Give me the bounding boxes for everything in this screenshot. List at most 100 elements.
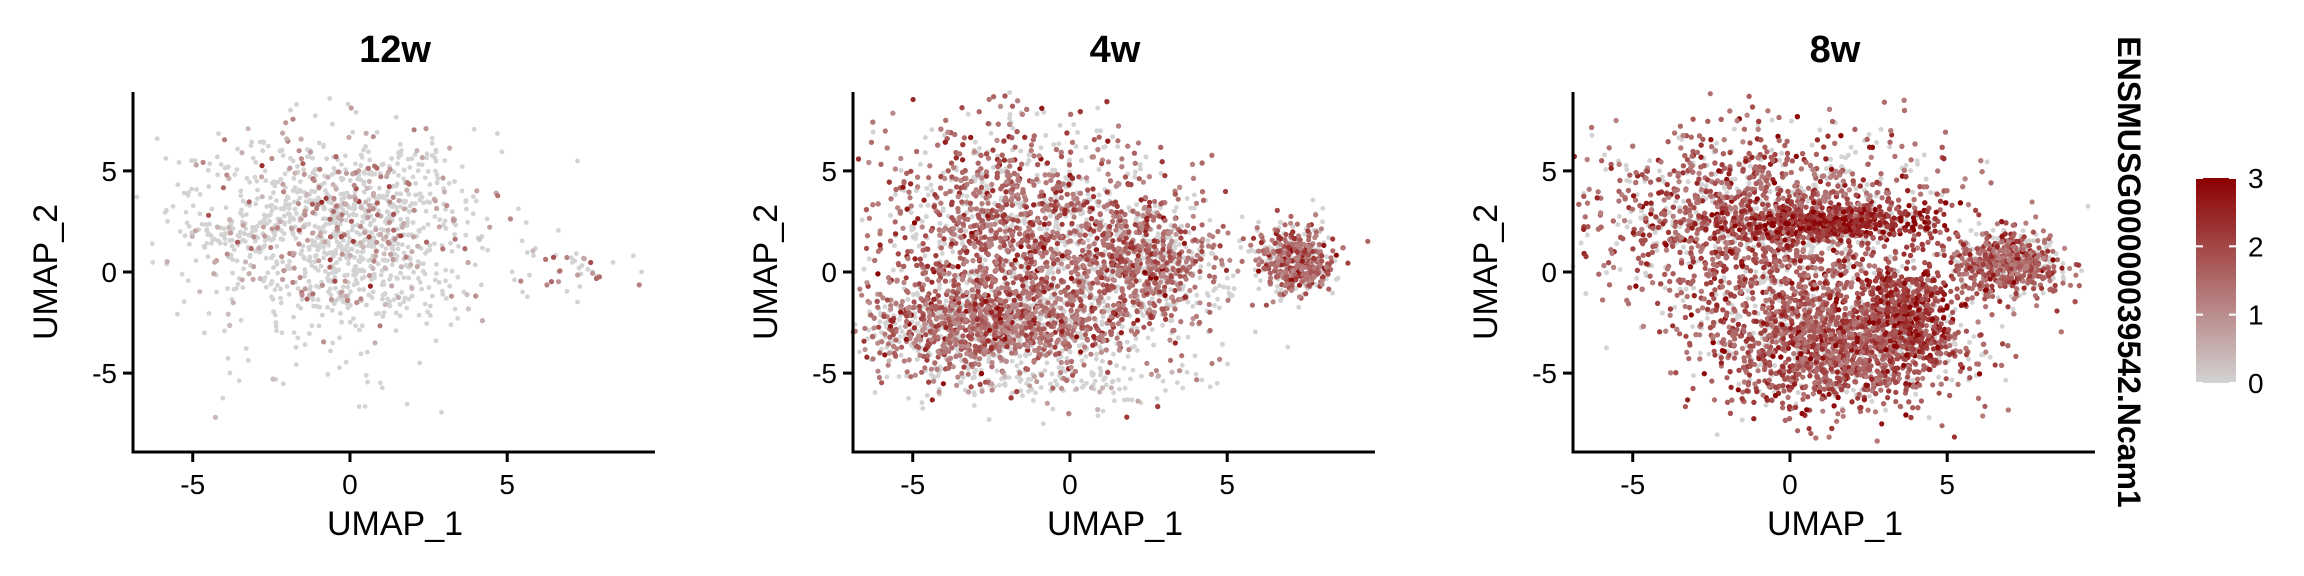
data-point (1042, 368, 1048, 374)
data-point (260, 148, 266, 154)
data-point (266, 236, 272, 242)
data-point (350, 171, 356, 177)
data-point (419, 162, 425, 168)
scatter-points (850, 90, 1371, 427)
data-point (351, 201, 357, 207)
data-point (200, 159, 206, 165)
data-point (259, 194, 265, 200)
data-point (248, 245, 254, 252)
data-point (374, 200, 380, 206)
data-point (353, 196, 359, 203)
data-point (1115, 138, 1121, 144)
data-point (370, 134, 376, 140)
data-point (291, 314, 296, 320)
data-point (985, 121, 991, 127)
data-point (280, 130, 286, 136)
data-point (1114, 232, 1120, 238)
data-point (372, 275, 377, 281)
data-point (345, 261, 351, 266)
data-point (175, 311, 180, 317)
data-point (422, 175, 428, 181)
data-point (351, 206, 357, 212)
data-point (338, 175, 344, 181)
data-point (1275, 284, 1280, 289)
data-point (313, 283, 319, 289)
data-point (1132, 174, 1138, 180)
data-point (406, 181, 412, 187)
data-point (959, 199, 965, 205)
data-point (363, 236, 368, 242)
data-point (443, 296, 449, 301)
data-point (295, 286, 301, 291)
data-point (1207, 217, 1213, 223)
data-point (227, 370, 233, 376)
data-point (305, 237, 311, 243)
data-point (344, 254, 349, 260)
data-point (259, 174, 265, 180)
data-point (958, 228, 964, 234)
data-point (390, 243, 396, 249)
data-point (925, 203, 931, 208)
data-point (306, 154, 312, 160)
data-point (425, 248, 430, 254)
data-point (204, 241, 210, 246)
data-point (364, 185, 370, 191)
data-point (1095, 413, 1101, 419)
data-point (257, 276, 263, 282)
data-point (557, 268, 563, 274)
data-point (176, 160, 182, 165)
data-point (1077, 190, 1083, 196)
data-point (1122, 385, 1128, 391)
data-point (433, 168, 438, 174)
data-point (1172, 244, 1178, 249)
data-point (870, 129, 876, 135)
data-point (452, 179, 457, 184)
data-point (855, 156, 862, 162)
data-point (344, 190, 350, 196)
data-point (205, 167, 211, 173)
data-point (1010, 280, 1016, 286)
data-point (424, 321, 430, 326)
data-point (255, 196, 260, 202)
data-point (189, 233, 195, 239)
data-point (1111, 351, 1116, 357)
data-point (1091, 241, 1097, 247)
data-point (924, 186, 930, 191)
data-point (296, 227, 302, 233)
data-point (905, 297, 911, 302)
data-point (244, 212, 249, 217)
data-point (162, 210, 168, 215)
data-point (316, 245, 322, 251)
data-point (630, 253, 636, 259)
data-point (1137, 162, 1143, 168)
data-point (278, 300, 284, 306)
data-point (1096, 192, 1102, 198)
data-point (952, 272, 958, 279)
data-point (302, 270, 308, 275)
data-point (268, 195, 273, 201)
data-point (367, 222, 373, 228)
data-point (1132, 169, 1138, 175)
data-point (1231, 286, 1237, 292)
data-point (1110, 218, 1116, 224)
x-tick-label: -5 (180, 469, 205, 500)
data-point (1024, 270, 1031, 276)
data-point (238, 188, 244, 194)
data-point (384, 209, 390, 215)
data-point (186, 241, 192, 247)
data-point (357, 259, 363, 265)
data-point (1069, 220, 1075, 227)
data-point (243, 346, 249, 351)
data-point (473, 293, 479, 299)
data-point (350, 238, 356, 244)
data-point (182, 233, 188, 239)
data-point (315, 202, 321, 208)
data-point (419, 155, 425, 161)
data-point (234, 239, 241, 245)
data-point (906, 395, 911, 401)
data-point (227, 322, 233, 328)
data-point (240, 198, 246, 204)
data-point (437, 217, 443, 223)
data-point (395, 241, 401, 247)
data-point (1040, 207, 1046, 213)
